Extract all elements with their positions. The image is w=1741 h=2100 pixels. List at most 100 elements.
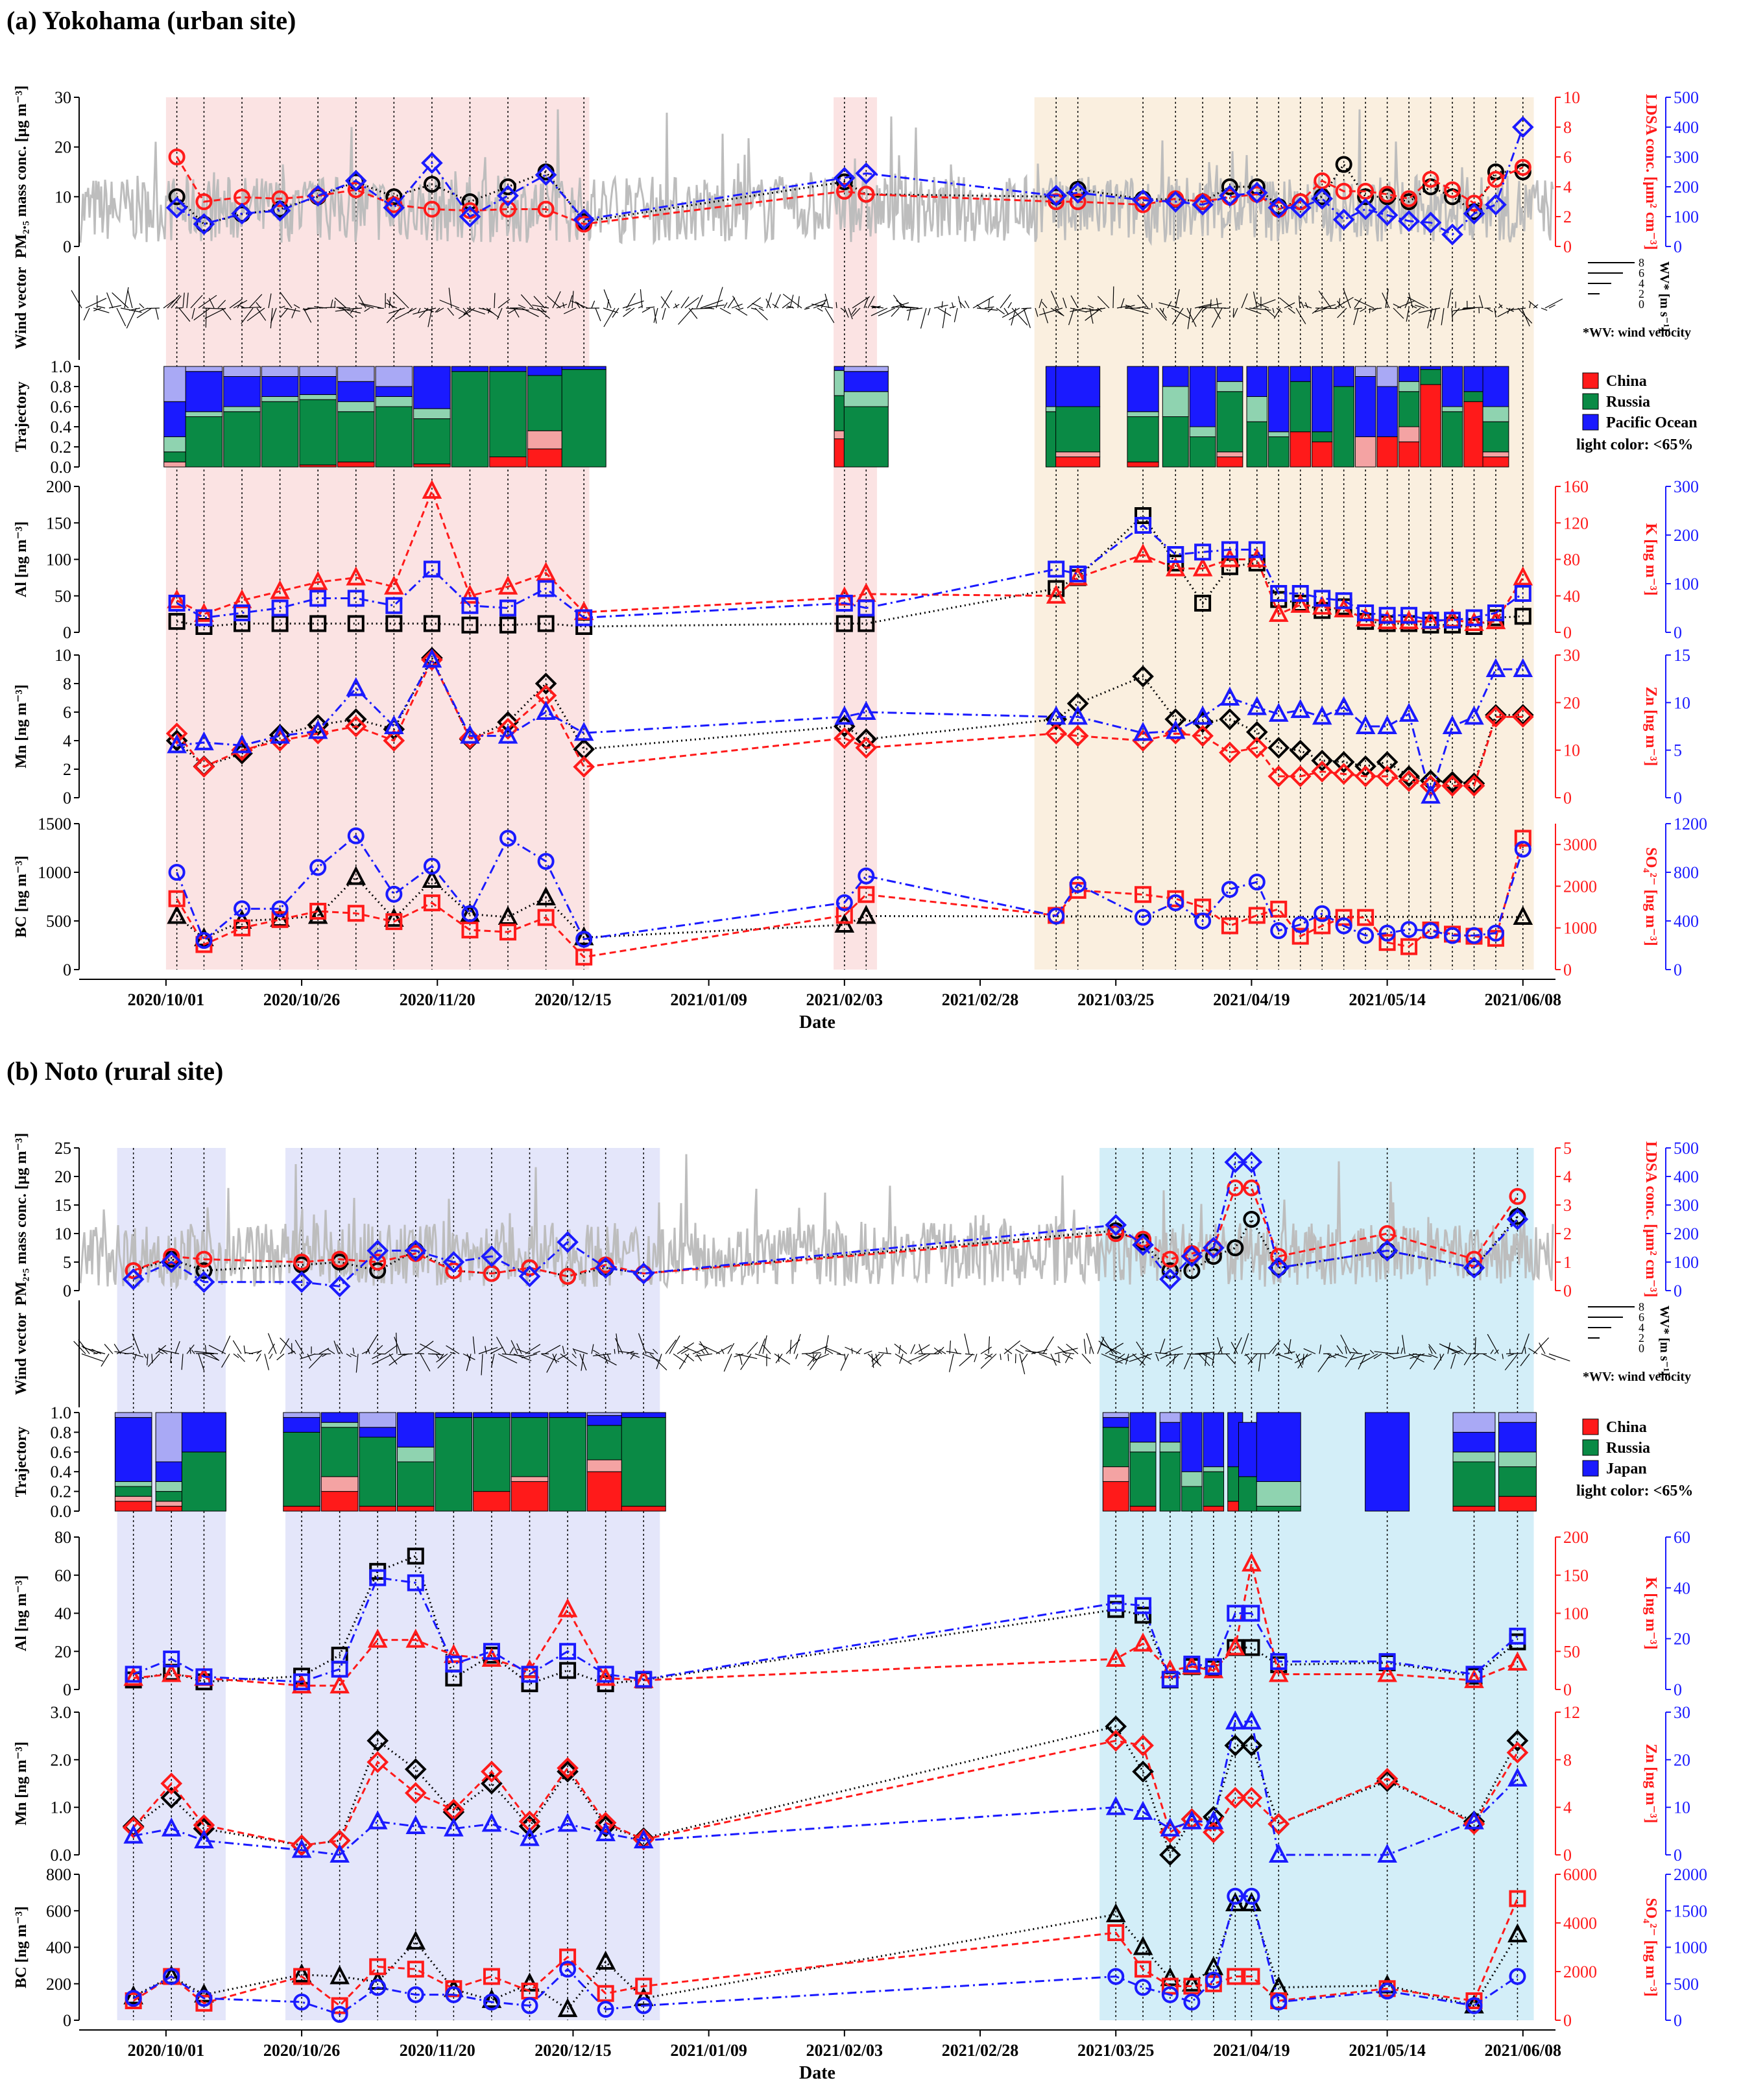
wind-arrow <box>217 300 226 309</box>
data-point-bc <box>1182 1972 1202 1992</box>
data-point-fe <box>407 1574 424 1592</box>
data-point-ocpyro <box>423 857 440 875</box>
data-point-ocpyro <box>1243 1887 1260 1905</box>
data-point-mn <box>557 1760 579 1783</box>
trajectory-bar-segment <box>1127 366 1159 412</box>
y-tick-label: 0 <box>1674 789 1682 807</box>
trajectory-bar-segment <box>223 376 261 407</box>
x-tick-label: 2021/06/08 <box>1485 2041 1561 2060</box>
trajectory-bar-segment <box>1268 366 1290 433</box>
data-point-ocpyro <box>195 1990 213 2007</box>
wind-arrow <box>1354 298 1375 309</box>
trajectory-bar-segment <box>1181 1412 1203 1472</box>
data-point-ocpyro <box>1335 917 1352 935</box>
trajectory-bar-segment <box>1398 426 1420 442</box>
wind-arrow <box>645 306 655 309</box>
y-tick-label: 0.2 <box>51 438 72 457</box>
wind-arrow <box>1502 1354 1504 1359</box>
trajectory-bar-segment <box>1181 1486 1203 1512</box>
wind-arrow <box>510 1340 518 1354</box>
trajectory-bar-segment <box>1498 1412 1537 1423</box>
data-point-ocpyro <box>1291 916 1309 933</box>
wind-arrow <box>1007 302 1012 309</box>
data-point-fe <box>1357 604 1375 621</box>
sampling-period-shade <box>285 1148 660 2020</box>
data-point-fe <box>168 595 186 612</box>
data-point-zn <box>1376 765 1399 787</box>
data-point-ldsa <box>521 1259 538 1276</box>
wind-arrow <box>870 307 888 316</box>
data-point-ocpyro <box>385 885 403 903</box>
wind-arrow <box>241 307 254 324</box>
data-point-zn <box>1066 724 1089 747</box>
wv-scale-label: 8 <box>1639 1300 1644 1313</box>
wv-note: *WV: wind velocity <box>1583 326 1691 340</box>
wind-arrow <box>1295 307 1306 324</box>
trajectory-bar-segment <box>1203 1412 1225 1468</box>
y-tick-label: 0.4 <box>51 418 72 436</box>
wind-arrow <box>246 307 265 322</box>
wind-arrow <box>603 307 619 313</box>
wind-arrow <box>1187 307 1192 329</box>
data-point-pb <box>1355 715 1376 734</box>
y-tick-label: 500 <box>1674 1975 1699 1994</box>
axis-title: K [ng m⁻³] <box>1642 1577 1659 1650</box>
wind-arrow <box>872 305 880 309</box>
y-tick-label: 1000 <box>1674 1939 1707 1957</box>
wind-arrow <box>1486 307 1493 313</box>
data-point-ocpyro <box>331 2006 348 2023</box>
data-point-k <box>167 589 187 608</box>
data-point-opv-dtt <box>1441 223 1463 246</box>
data-point-so4 <box>331 1997 348 2014</box>
data-point-ldsa <box>347 181 365 198</box>
sampling-period-shade <box>165 97 590 970</box>
wind-arrow <box>520 294 534 309</box>
trajectory-bar-segment <box>1498 1422 1537 1453</box>
wind-arrow <box>1088 305 1094 309</box>
wind-arrow <box>976 307 998 311</box>
wind-arrow <box>1338 298 1341 309</box>
wind-arrow <box>1003 307 1009 315</box>
trajectory-bar-segment <box>283 1417 320 1433</box>
y-tick-label: 40 <box>54 1605 71 1623</box>
trajectory-bar-segment <box>1398 441 1420 468</box>
y-tick-label: 600 <box>46 1902 71 1920</box>
data-point-mn <box>1311 749 1334 772</box>
wv-scale-label: 4 <box>1639 277 1644 290</box>
wind-arrow <box>824 1348 834 1355</box>
data-point-pm2-5 <box>423 176 440 193</box>
trajectory-bar-segment <box>1256 1481 1301 1507</box>
wind-arrow <box>959 300 966 309</box>
data-point-al <box>1167 555 1184 572</box>
data-point-k <box>1133 543 1153 563</box>
wind-arrow <box>221 1335 231 1354</box>
data-point-zn <box>1045 722 1068 745</box>
wind-arrow <box>116 307 126 327</box>
wind-arrow <box>952 302 954 309</box>
wind-arrow <box>1318 291 1332 309</box>
data-point-mn <box>497 711 519 734</box>
wind-arrow <box>1066 1344 1079 1354</box>
data-point-pb <box>633 1829 654 1848</box>
data-point-zn <box>291 1834 313 1857</box>
wind-arrow <box>336 1344 343 1354</box>
data-point-opv-dtt <box>442 1251 465 1273</box>
data-point-pb <box>1133 721 1153 741</box>
wind-arrow <box>1441 1344 1464 1355</box>
wind-arrow <box>1411 307 1421 315</box>
wind-arrow <box>782 293 802 309</box>
data-point-bc <box>1105 1903 1126 1922</box>
wind-arrow <box>1097 1337 1105 1354</box>
wind-arrow <box>221 1354 230 1368</box>
wind-arrow <box>1279 297 1293 309</box>
data-point-zn <box>1192 724 1214 747</box>
wind-arrow <box>127 289 133 309</box>
data-point-fe <box>163 1651 180 1667</box>
trajectory-bar-segment <box>1127 461 1159 468</box>
wind-arrow <box>642 307 651 313</box>
wind-arrow <box>747 297 762 309</box>
data-point-zn <box>1105 1730 1127 1752</box>
wind-arrow <box>1099 1343 1122 1355</box>
series-line-pm2-5 <box>176 162 1523 226</box>
data-point-bc <box>573 926 594 946</box>
